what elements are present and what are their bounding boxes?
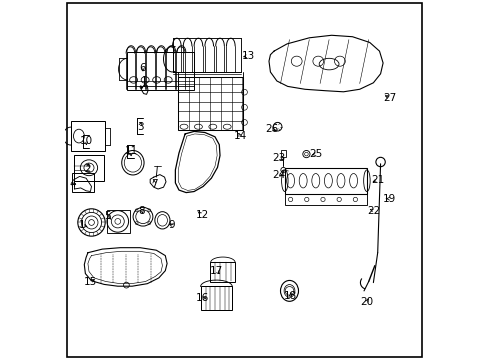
Bar [178, 77, 243, 130]
Text: 24: 24 [271, 170, 285, 180]
Text: 8: 8 [138, 206, 145, 216]
Text: 11: 11 [124, 146, 138, 156]
Bar [280, 150, 285, 157]
Text: 20: 20 [360, 297, 373, 307]
Bar [200, 286, 232, 310]
Text: 26: 26 [264, 124, 278, 134]
Bar [107, 210, 130, 233]
Bar [284, 168, 366, 194]
Text: 2: 2 [84, 164, 91, 174]
Text: 9: 9 [168, 220, 175, 230]
Text: 22: 22 [366, 206, 379, 216]
Text: 17: 17 [209, 266, 223, 276]
Text: 19: 19 [382, 194, 395, 204]
Text: 12: 12 [195, 210, 208, 220]
Text: 16: 16 [195, 293, 208, 303]
Text: 14: 14 [233, 131, 246, 141]
Bar [284, 194, 366, 205]
Bar [210, 262, 234, 282]
Text: 6: 6 [140, 63, 146, 73]
Text: 13: 13 [241, 51, 254, 61]
Text: 18: 18 [284, 291, 297, 301]
Text: 25: 25 [308, 149, 322, 159]
Bar [127, 52, 194, 90]
Text: 10: 10 [80, 136, 92, 146]
Text: 15: 15 [83, 276, 97, 287]
Text: 3: 3 [137, 122, 143, 132]
Text: 21: 21 [370, 175, 384, 185]
Text: 5: 5 [104, 211, 111, 221]
Bar [73, 155, 104, 181]
Bar [72, 173, 94, 192]
Text: 4: 4 [69, 179, 76, 189]
Text: 27: 27 [383, 93, 396, 103]
Text: 1: 1 [78, 220, 85, 230]
Text: 23: 23 [271, 153, 285, 163]
Text: 7: 7 [151, 179, 158, 189]
Bar [71, 121, 105, 151]
